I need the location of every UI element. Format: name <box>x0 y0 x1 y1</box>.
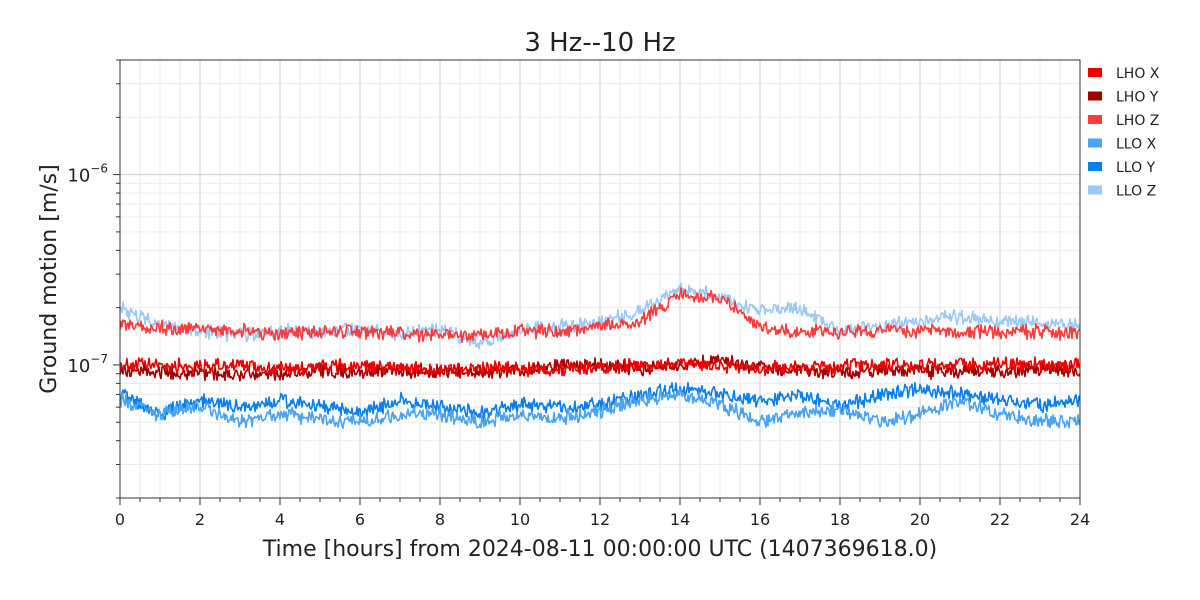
legend-swatch <box>1088 68 1102 77</box>
x-axis-label: Time [hours] from 2024-08-11 00:00:00 UT… <box>262 537 937 562</box>
x-tick-label: 22 <box>990 510 1010 529</box>
x-axis: 0 2 4 6 8 10 12 14 16 18 20 22 24 <box>115 498 1090 529</box>
major-grid <box>119 60 1081 498</box>
x-tick-label: 12 <box>590 510 610 529</box>
x-tick-label: 6 <box>355 510 365 529</box>
series-line <box>120 381 1080 422</box>
chart-title: 3 Hz--10 Hz <box>524 28 675 58</box>
legend-label: LLO X <box>1116 137 1157 153</box>
x-tick-label: 0 <box>115 510 125 529</box>
x-tick-label: 20 <box>910 510 930 529</box>
x-tick-label: 14 <box>670 510 690 529</box>
legend-swatch <box>1088 185 1102 195</box>
legend-swatch <box>1088 91 1102 101</box>
legend-swatch <box>1088 138 1102 148</box>
x-tick-label: 24 <box>1070 510 1090 529</box>
y-tick-label: 10−7 <box>67 352 108 377</box>
legend-label: LLO Z <box>1116 184 1156 200</box>
series-line <box>120 287 1080 343</box>
y-axis: 10−7 10−6 <box>67 59 120 499</box>
series-line <box>120 388 1080 429</box>
y-axis-label: Ground motion [m/s] <box>37 164 62 393</box>
legend-label: LLO Y <box>1116 160 1156 176</box>
x-tick-label: 16 <box>750 510 770 529</box>
x-tick-label: 18 <box>830 510 850 529</box>
x-tick-label: 8 <box>435 510 445 529</box>
legend-swatch <box>1088 162 1102 171</box>
series-line <box>120 356 1080 378</box>
legend: LHO X LHO Y LHO Z LLO X LLO Y LLO Z <box>1088 66 1160 200</box>
x-tick-label: 2 <box>195 510 205 529</box>
legend-swatch <box>1088 115 1102 124</box>
legend-label: LHO X <box>1116 66 1160 82</box>
plot-area <box>120 282 1080 429</box>
x-tick-label: 4 <box>275 510 285 529</box>
legend-label: LHO Z <box>1116 113 1159 129</box>
legend-label: LHO Y <box>1116 90 1159 106</box>
y-tick-label: 10−6 <box>67 162 108 187</box>
x-tick-label: 10 <box>510 510 530 529</box>
